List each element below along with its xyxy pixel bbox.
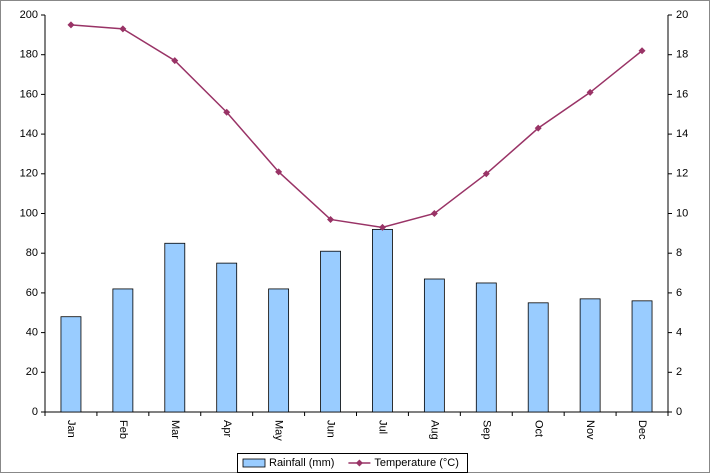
bar [60,316,82,413]
y2-tick-label: 14 [676,128,688,140]
y2-tick-label: 0 [676,406,682,418]
y2-tick-label: 12 [676,168,688,180]
x-tick-label: Feb [117,420,129,439]
line-marker [171,57,179,65]
line-marker [327,215,335,223]
y-tick-label: 20 [26,366,38,378]
y-tick-label: 100 [20,207,38,219]
line [70,24,643,229]
line-marker [638,47,646,55]
x-tick-label: Aug [428,420,440,440]
bar [527,302,549,413]
line-marker [534,124,542,132]
line-marker [119,25,127,33]
y-tick-label: 80 [26,247,38,259]
y2-tick-label: 4 [676,327,682,339]
y2-tick-label: 8 [676,247,682,259]
y-tick-label: 200 [20,9,38,21]
x-tick-label: Mar [169,420,181,439]
x-tick-label: May [273,420,285,441]
y2-tick-label: 2 [676,366,682,378]
legend-marker [355,459,363,467]
bar [475,282,497,413]
y2-tick-label: 20 [676,9,688,21]
x-tick-label: Jun [325,420,337,438]
bar [216,262,238,413]
bar [320,250,341,413]
y-tick-label: 140 [20,128,38,140]
x-tick-label: Nov [584,420,596,440]
bar [112,288,134,413]
line-marker [67,21,75,29]
line-marker [275,168,283,176]
y2-tick-label: 18 [676,49,688,61]
legend-label: Rainfall (mm) [269,457,334,469]
line-marker [586,88,594,96]
legend-label: Temperature (°C) [374,457,458,469]
bar [268,288,290,413]
y2-tick-label: 16 [676,88,688,100]
line-marker [430,210,438,217]
x-tick-label: Oct [532,420,544,437]
x-tick-label: Jan [65,420,77,438]
x-tick-label: Apr [221,420,233,437]
bar [423,278,445,413]
y2-tick-label: 10 [676,207,688,219]
legend-swatch [242,458,266,468]
line-marker [378,223,386,231]
y-tick-label: 120 [20,168,38,180]
line-marker [482,170,490,178]
y2-tick-label: 6 [676,287,682,299]
y-tick-label: 60 [26,287,38,299]
bar [579,298,601,413]
y-tick-label: 0 [32,406,38,418]
x-tick-label: Sep [480,420,492,440]
bar [631,300,653,413]
y-tick-label: 180 [20,49,38,61]
bar [164,242,186,413]
bar [372,228,393,413]
y-tick-label: 160 [20,88,38,100]
x-tick-label: Jul [377,420,389,434]
y-tick-label: 40 [26,327,38,339]
x-tick-label: Dec [636,420,648,440]
line-marker [223,108,231,116]
